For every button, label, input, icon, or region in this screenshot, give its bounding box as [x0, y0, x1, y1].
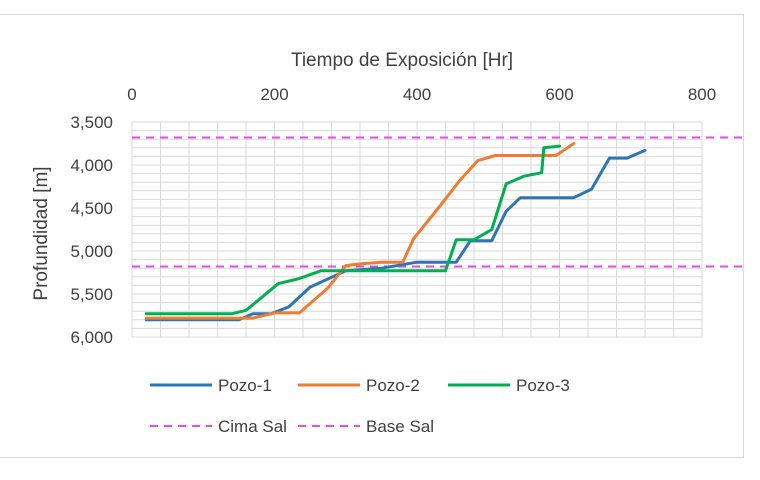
chart-frame: [0, 14, 744, 458]
legend-label: Cima Sal: [218, 417, 287, 436]
x-tick-labels: 0 200 400 600 800: [127, 85, 716, 104]
series-line: [144, 144, 561, 316]
series-lines: [144, 142, 647, 322]
x-tick-label: 600: [545, 85, 573, 104]
y-tick-label: 4,500: [70, 199, 113, 218]
reference-lines: [132, 136, 742, 268]
grid: [131, 121, 703, 338]
y-tick-label: 6,000: [70, 328, 113, 347]
legend-label: Pozo-2: [366, 376, 420, 395]
legend-label: Base Sal: [366, 417, 434, 436]
legend-label: Pozo-1: [218, 376, 272, 395]
series-line: [144, 142, 576, 320]
y-tick-label: 4,000: [70, 156, 113, 175]
y-tick-label: 5,000: [70, 242, 113, 261]
y-tick-label: 5,500: [70, 285, 113, 304]
x-tick-label: 800: [688, 85, 716, 104]
legend-label: Pozo-3: [516, 376, 570, 395]
x-tick-label: 400: [403, 85, 431, 104]
x-tick-label: 0: [127, 85, 136, 104]
y-axis-title: Profundidad [m]: [31, 166, 52, 300]
y-tick-label: 3,500: [70, 113, 113, 132]
legend: Pozo-1 Pozo-2 Pozo-3 Cima Sal Base Sal: [150, 376, 570, 436]
y-tick-labels: 3,500 4,000 4,500 5,000 5,500 6,000: [70, 113, 113, 347]
x-tick-label: 200: [260, 85, 288, 104]
x-axis-title: Tiempo de Exposición [Hr]: [291, 50, 513, 71]
